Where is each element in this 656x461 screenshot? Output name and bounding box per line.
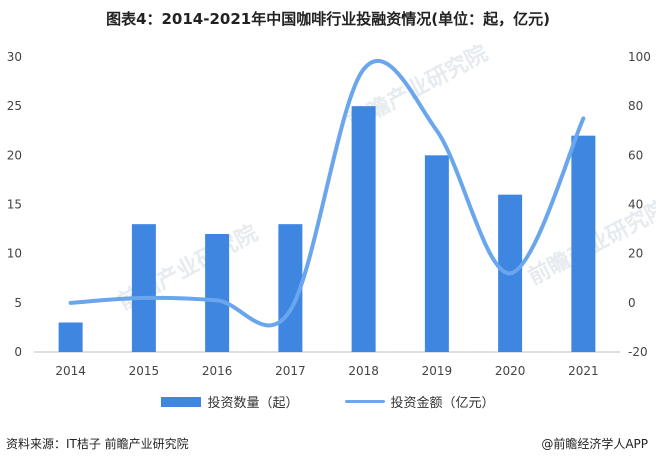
y-right-tick-label: 20 (628, 247, 643, 261)
y-left-tick-label: 5 (14, 296, 22, 310)
y-right-tick-label: 40 (628, 198, 643, 212)
chart-plot: 0 5 10 15 20 25 30 -20 0 20 40 60 80 100 2014 2015 2016 2… (7, 50, 651, 378)
bar (571, 135, 596, 352)
y-left-tick-label: 20 (7, 148, 22, 162)
legend-label-amount: 投资金额（亿元） (390, 396, 495, 411)
series-line-amount (68, 59, 586, 328)
bar (424, 155, 449, 352)
y-left-tick-label: 15 (7, 198, 22, 212)
x-tick-label: 2014 (55, 364, 86, 378)
bar (205, 234, 230, 352)
bar (58, 322, 83, 352)
legend-item-count[interactable]: 投资数量（起） (161, 392, 299, 411)
x-tick-label: 2016 (202, 364, 233, 378)
x-tick-label: 2019 (422, 364, 453, 378)
legend-line-swatch (344, 400, 385, 403)
source-note: 资料来源：IT桔子 前瞻产业研究院 (6, 437, 189, 451)
legend-item-amount[interactable]: 投资金额（亿元） (344, 392, 495, 411)
y-left-tick-label: 30 (7, 50, 22, 64)
bar (131, 224, 156, 352)
x-tick-label: 2020 (495, 364, 526, 378)
credit-note: @前瞻经济学人APP (541, 437, 648, 451)
y-right-tick-label: -20 (628, 345, 648, 359)
x-tick-label: 2021 (568, 364, 599, 378)
y-right-tick-label: 60 (628, 148, 643, 162)
legend-bar-swatch (161, 396, 202, 407)
y-left-tick-label: 0 (14, 345, 22, 359)
y-right-tick-label: 100 (628, 50, 651, 64)
chart-legend: 投资数量（起） 投资金额（亿元） (0, 392, 656, 411)
y-right-tick-label: 80 (628, 99, 643, 113)
x-tick-label: 2017 (275, 364, 306, 378)
x-tick-label: 2018 (348, 364, 379, 378)
x-tick-label: 2015 (129, 364, 160, 378)
legend-label-count: 投资数量（起） (207, 396, 299, 411)
y-right-tick-label: 0 (628, 296, 636, 310)
y-left-tick-label: 25 (7, 99, 22, 113)
bar (351, 106, 376, 353)
y-left-tick-label: 10 (7, 247, 22, 261)
chart-title: 图表4：2014-2021年中国咖啡行业投融资情况(单位：起，亿元) (106, 10, 550, 28)
